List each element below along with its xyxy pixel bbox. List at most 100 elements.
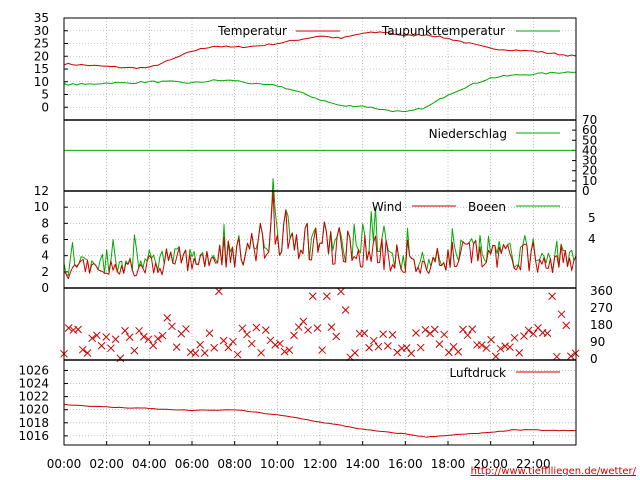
wind-direction-point [210,343,219,352]
wind-direction-point [135,326,143,335]
wind-direction-point [163,314,172,322]
wind-direction-point [92,331,101,340]
x-tick-label: 20:00 [473,457,508,471]
wind-direction-point [271,341,280,349]
y-tick-label: 12 [34,184,49,198]
wind-direction-point [233,350,242,359]
wind-direction-point [186,348,195,357]
wind-direction-point [172,343,181,351]
x-tick-label: 22:00 [516,457,551,471]
wind-direction-point [215,287,223,296]
y-tick-label-right: 0 [590,352,598,366]
y-tick-label: 1018 [18,416,49,430]
y-tick-label-right: 60 [582,123,597,137]
wind-direction-point [412,329,420,337]
y-tick-label: 5 [41,88,49,102]
wind-direction-point [491,352,500,361]
wind-direction-point [416,343,425,352]
wind-direction-point [477,341,486,349]
y-tick-label-right: 70 [582,113,597,127]
legend-label-wind: Wind [372,200,402,214]
dewpoint-line [63,71,577,113]
x-tick-label: 08:00 [217,457,252,471]
y-tick-label-right: 10 [582,174,597,188]
wind-direction-point [290,331,298,340]
frame-layer [63,17,577,446]
wind-direction-point [454,347,463,356]
legend-label-luftdruck: Luftdruck [449,366,506,380]
legend-label-boeen: Boeen [468,200,506,214]
wind-direction-point [224,343,233,352]
plot-frame [63,17,577,446]
wind-direction-point [562,321,571,330]
wind-direction-point [196,340,204,349]
y-tick-label: 4 [41,249,49,263]
wind-direction-point [294,323,303,331]
legend-label-niederschlag: Niederschlag [429,127,507,141]
wind-direction-point [299,317,308,326]
y-tick-label: 6 [41,233,49,247]
y-tick-label-right: 4 [588,232,596,246]
x-tick-label: 06:00 [175,457,210,471]
x-tick-label: 02:00 [89,457,124,471]
wind-line [63,190,577,280]
wind-direction-point [379,330,388,338]
legend-label-taupunkttemperatur: Taupunkttemperatur [381,24,505,38]
legend-rain: Niederschlag [429,127,560,141]
y-tick-label: 25 [34,37,49,51]
wind-direction-point [337,287,345,296]
wind-direction-point [520,332,528,340]
wind-direction-point [74,325,82,334]
wind-direction-point [64,324,73,332]
wind-direction-point [130,346,139,355]
wind-direction-point [487,335,495,344]
wind-direction-point [308,292,317,301]
wind-direction-point [548,292,556,301]
wind-direction-point [182,325,190,333]
wind-direction-point [365,343,373,352]
grid-layer [63,17,576,445]
legend-temperature: Temperatur Taupunkttemperatur [217,24,560,38]
wind-direction-point [482,344,491,352]
label-layer: 3530252015105070605040302010012108642054… [18,11,612,471]
legend-pressure: Luftdruck [449,366,560,380]
wind-direction-point [421,325,430,334]
wind-direction-point [107,344,115,353]
wind-direction-point [374,342,383,351]
y-tick-label: 30 [34,24,49,38]
x-tick-label: 00:00 [47,457,82,471]
wind-direction-point [468,325,477,334]
wind-direction-point [430,325,439,334]
y-tick-label: 2 [41,265,49,279]
y-tick-label: 1026 [18,363,49,377]
wind-direction-point [369,336,378,345]
x-tick-label: 04:00 [132,457,167,471]
wind-direction-point [332,332,341,341]
y-tick-label-right: 50 [582,133,597,147]
y-tick-label-right: 90 [590,335,605,349]
wind-direction-point [261,326,270,334]
wind-direction-point [243,330,251,339]
wind-direction-point [247,339,256,348]
x-tick-label: 12:00 [303,457,338,471]
legend-wind: Wind Boeen [372,200,560,214]
y-tick-label-right: 0 [582,184,590,198]
wind-direction-point [252,323,261,332]
wind-direction-point [510,333,519,342]
y-tick-label-right: 20 [582,164,597,178]
pressure-line [63,403,577,438]
wind-direction-point [360,329,369,338]
y-tick-label: 1024 [18,377,49,391]
x-tick-label: 14:00 [345,457,380,471]
wind-direction-point [125,333,134,342]
y-tick-label-right: 30 [582,154,597,168]
wind-direction-point [444,348,453,357]
x-tick-label: 10:00 [260,457,295,471]
wind-direction-point [280,347,289,356]
wind-direction-point [158,331,167,340]
y-tick-label: 8 [41,216,49,230]
wind-direction-point [219,336,228,345]
wind-direction-point [529,329,538,338]
source-url[interactable]: http://www.tiefflliegen.de/wetter/ [471,466,637,477]
wind-direction-point [407,349,416,358]
